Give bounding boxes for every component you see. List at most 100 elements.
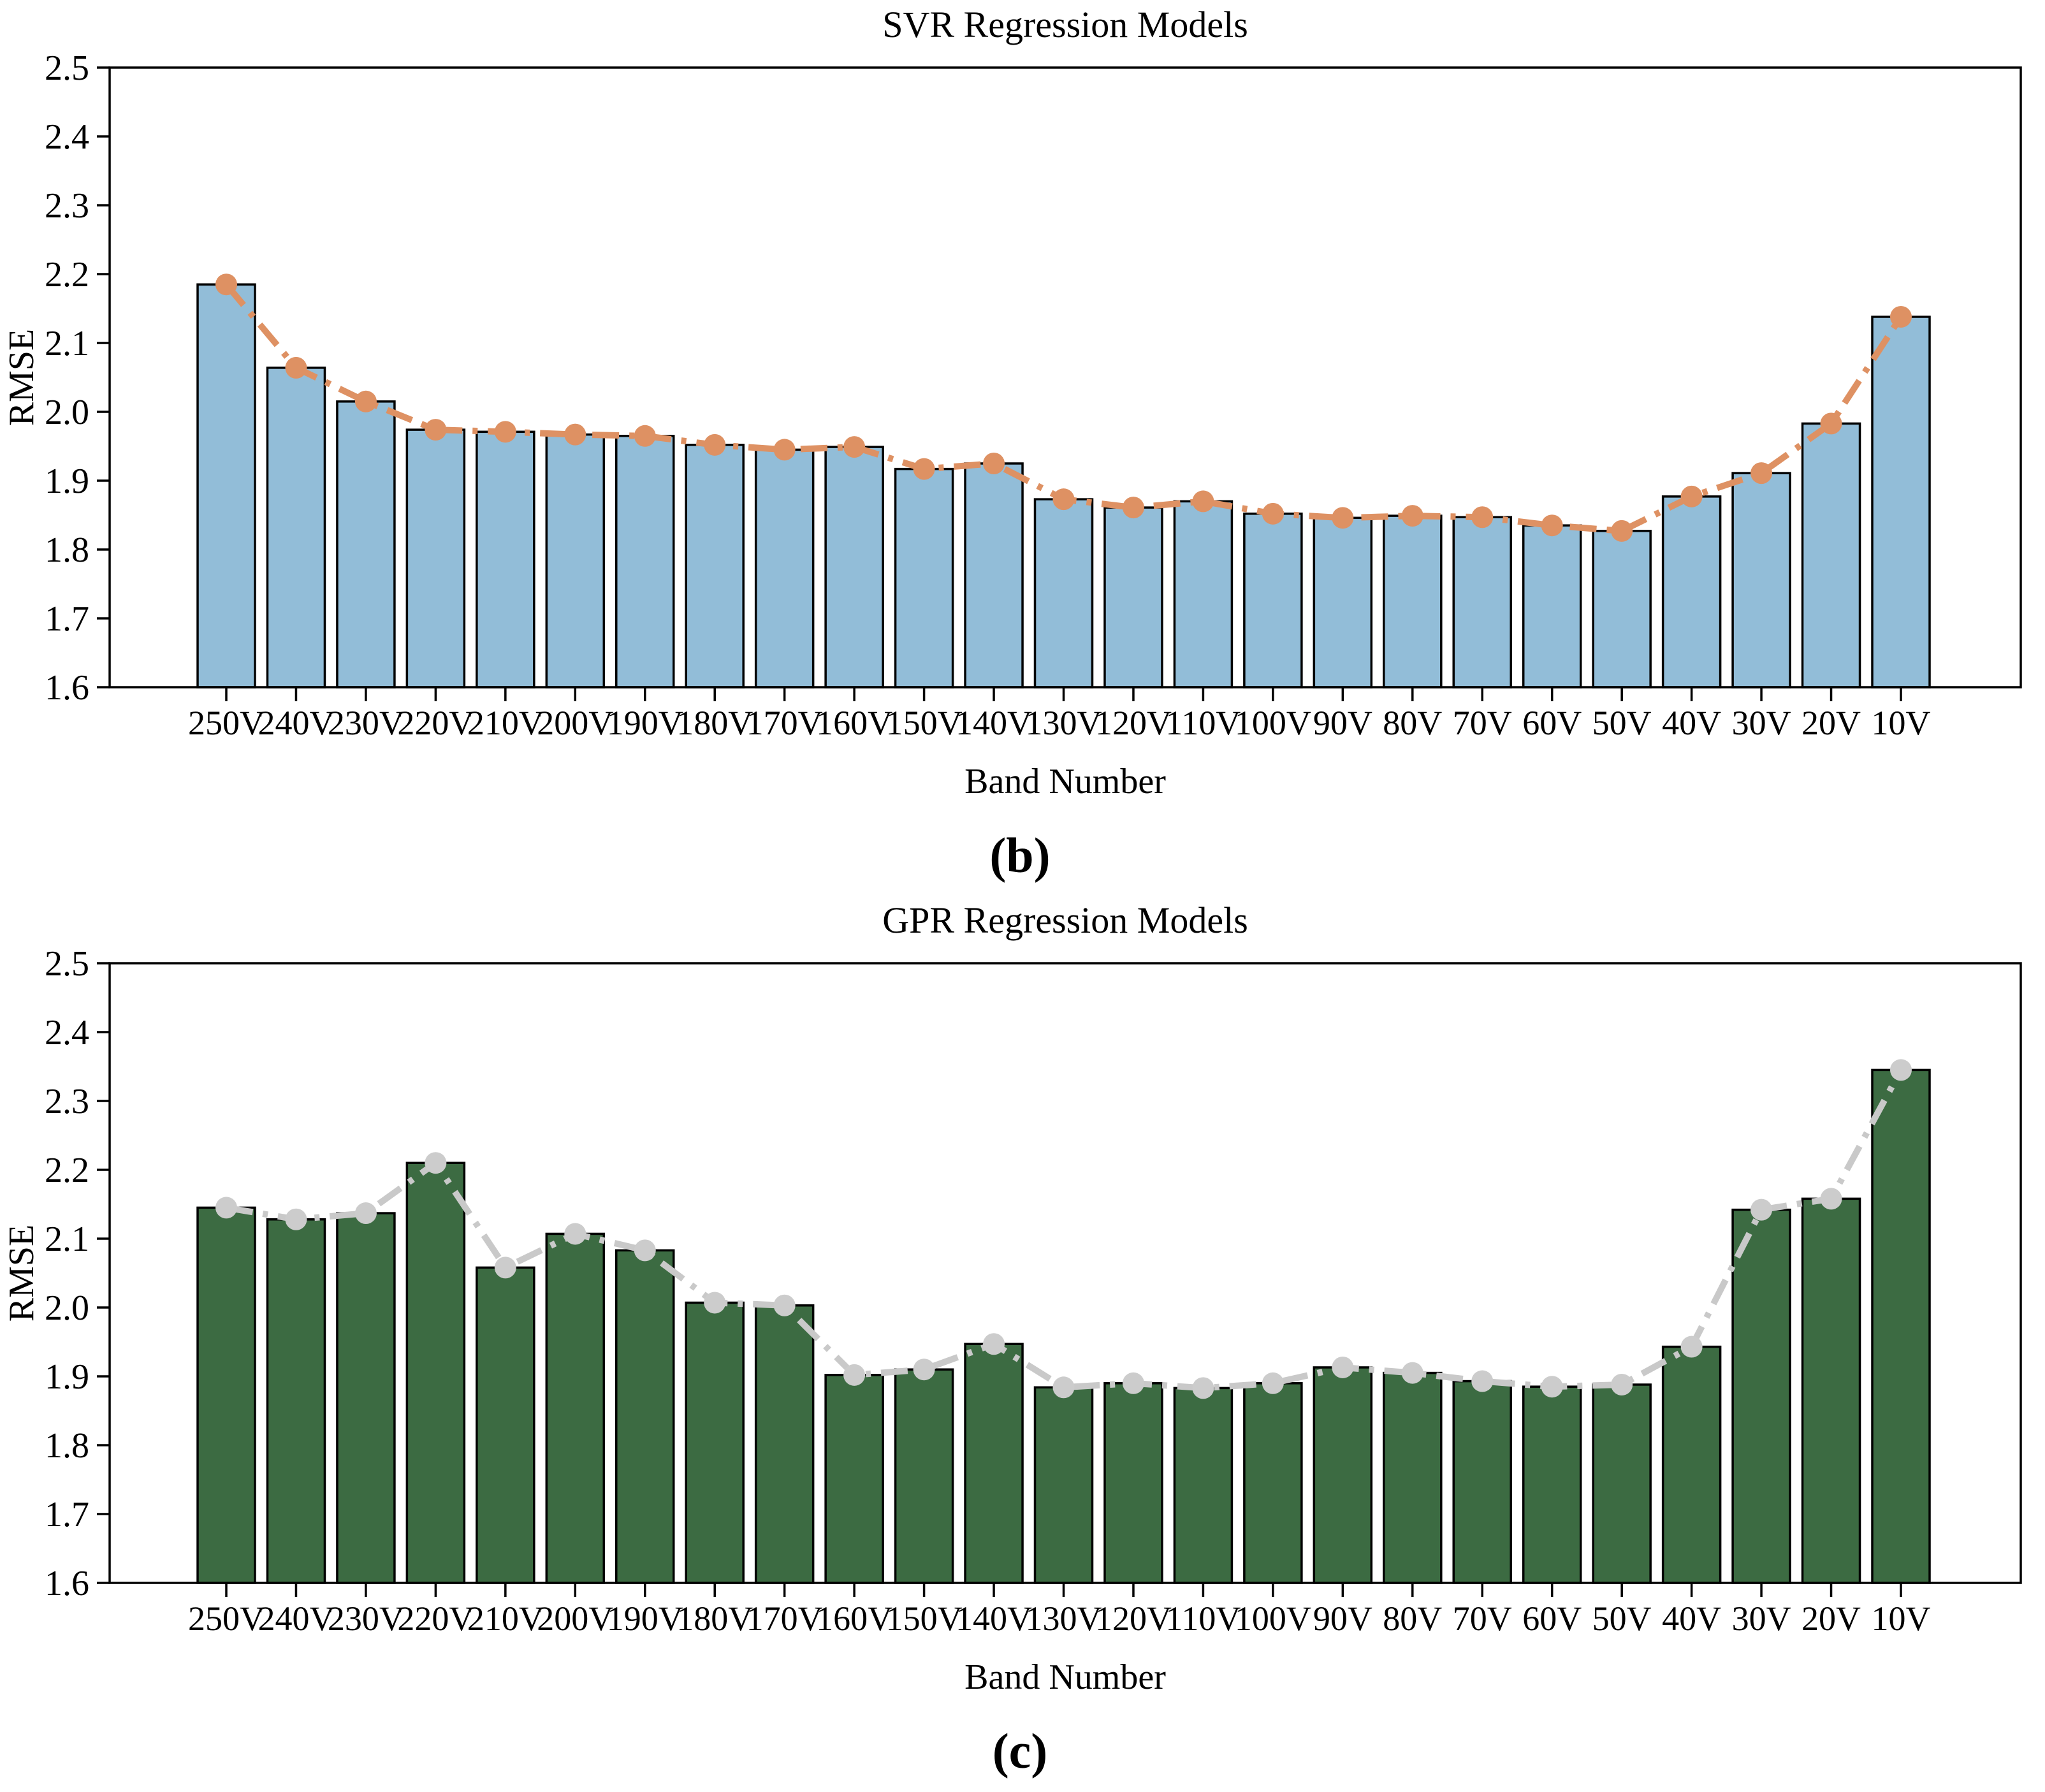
gpr-xtick-label-130V: 130V — [1026, 1599, 1102, 1638]
gpr-xtick-label-40V: 40V — [1662, 1599, 1721, 1638]
gpr-xtick-label-10V: 10V — [1872, 1599, 1931, 1638]
gpr-xtick-label-180V: 180V — [676, 1599, 753, 1638]
svr-xtick-label-50V: 50V — [1592, 704, 1652, 742]
svr-xtick-label-120V: 120V — [1095, 704, 1172, 742]
gpr-marker-50V — [1611, 1373, 1633, 1395]
svr-marker-80V — [1401, 505, 1423, 527]
gpr-xtick-label-20V: 20V — [1801, 1599, 1861, 1638]
svr-marker-250V — [215, 273, 237, 296]
svr-marker-20V — [1820, 412, 1842, 435]
gpr-xtick-label-220V: 220V — [397, 1599, 474, 1638]
gpr-marker-130V — [1052, 1376, 1075, 1399]
gpr-ytick-label-1.7: 1.7 — [45, 1495, 89, 1534]
svr-marker-230V — [354, 390, 377, 412]
gpr-xtick-label-80V: 80V — [1383, 1599, 1442, 1638]
gpr-bar-40V — [1661, 1345, 1722, 1584]
svr-xtick-label-210V: 210V — [467, 704, 544, 742]
gpr-marker-80V — [1401, 1362, 1423, 1384]
gpr-marker-90V — [1332, 1356, 1354, 1378]
gpr-marker-20V — [1820, 1188, 1842, 1210]
svr-bar-130V — [1033, 498, 1094, 688]
gpr-xtick-label-50V: 50V — [1592, 1599, 1652, 1638]
gpr-ytick-label-2.5: 2.5 — [45, 944, 89, 984]
gpr-bar-190V — [615, 1249, 675, 1584]
gpr-bar-120V — [1103, 1382, 1163, 1584]
svr-bar-160V — [824, 446, 884, 688]
svr-xtick-label-10V: 10V — [1872, 704, 1931, 742]
svr-bar-120V — [1103, 506, 1163, 688]
gpr-chart-figure: GPR Regression Models 1.6 1.7 1.8 1.9 2.0 2.1 2… — [0, 896, 2045, 1792]
gpr-xlabel: Band Number — [964, 1657, 1166, 1697]
svr-marker-190V — [634, 425, 656, 447]
svr-xtick-label-250V: 250V — [188, 704, 265, 742]
gpr-marker-70V — [1471, 1370, 1494, 1392]
gpr-xtick-label-190V: 190V — [607, 1599, 683, 1638]
gpr-bar-220V — [405, 1162, 466, 1584]
svr-marker-140V — [983, 453, 1005, 474]
svr-ytick-label-1.7: 1.7 — [45, 599, 89, 639]
svr-chart-figure: SVR Regression Models 1.6 1.7 1.8 1.9 2.0 2.1 2… — [2, 4, 2022, 883]
svr-bar-220V — [405, 428, 466, 688]
gpr-ytick-label-1.6: 1.6 — [45, 1564, 89, 1603]
svr-xtick-label-200V: 200V — [537, 704, 613, 742]
svr-xtick-label-150V: 150V — [886, 704, 963, 742]
svr-marker-60V — [1541, 514, 1563, 537]
gpr-bar-130V — [1033, 1386, 1094, 1584]
gpr-bar-180V — [685, 1301, 745, 1584]
gpr-xtick-label-250V: 250V — [188, 1599, 265, 1638]
gpr-xtick-label-120V: 120V — [1095, 1599, 1172, 1638]
svr-xtick-label-100V: 100V — [1235, 704, 1311, 742]
svr-bar-10V — [1871, 316, 1931, 688]
svr-caption: (b) — [989, 827, 1050, 883]
gpr-bar-150V — [894, 1368, 954, 1584]
svr-xtick-label-30V: 30V — [1732, 704, 1791, 742]
svr-xtick-label-130V: 130V — [1026, 704, 1102, 742]
svr-bar-90V — [1313, 516, 1373, 688]
gpr-bar-70V — [1452, 1380, 1512, 1584]
svr-marker-100V — [1262, 502, 1284, 525]
gpr-marker-210V — [494, 1257, 516, 1279]
gpr-xtick-label-200V: 200V — [537, 1599, 613, 1638]
gpr-ytick-label-2.0: 2.0 — [45, 1288, 89, 1328]
svr-xtick-label-110V: 110V — [1165, 704, 1241, 742]
gpr-caption: (c) — [993, 1723, 1048, 1779]
gpr-ylabel: RMSE — [2, 1225, 41, 1322]
svr-bar-50V — [1592, 530, 1652, 688]
gpr-marker-150V — [913, 1359, 935, 1381]
gpr-ytick-label-2.4: 2.4 — [45, 1013, 89, 1053]
svr-xtick-label-220V: 220V — [397, 704, 474, 742]
svr-marker-180V — [704, 433, 726, 456]
svr-bar-110V — [1173, 500, 1234, 688]
svr-bar-60V — [1522, 524, 1582, 688]
gpr-marker-160V — [843, 1364, 866, 1386]
gpr-xtick-label-210V: 210V — [467, 1599, 544, 1638]
svr-chart-canvas: SVR Regression Models 1.6 1.7 1.8 1.9 2.0 2.1 2… — [2, 4, 2022, 883]
svr-xtick-label-190V: 190V — [607, 704, 683, 742]
svr-bar-20V — [1801, 422, 1861, 688]
gpr-marker-190V — [634, 1239, 656, 1262]
gpr-bar-80V — [1383, 1371, 1443, 1584]
gpr-xtick-label-160V: 160V — [816, 1599, 892, 1638]
svr-bar-40V — [1661, 495, 1722, 688]
svr-xtick-label-70V: 70V — [1453, 704, 1512, 742]
svr-marker-130V — [1052, 488, 1075, 511]
svr-xtick-label-40V: 40V — [1662, 704, 1721, 742]
svr-bar-240V — [266, 367, 326, 688]
svr-bar-80V — [1383, 514, 1443, 688]
gpr-bar-110V — [1173, 1387, 1234, 1584]
gpr-marker-40V — [1680, 1336, 1703, 1358]
gpr-marker-230V — [354, 1202, 377, 1225]
svr-bar-180V — [685, 444, 745, 688]
gpr-bar-140V — [964, 1343, 1024, 1584]
svr-bar-230V — [336, 400, 396, 688]
gpr-bar-250V — [196, 1206, 256, 1584]
gpr-xtick-label-230V: 230V — [328, 1599, 404, 1638]
svr-ylabel: RMSE — [2, 329, 41, 426]
gpr-ytick-label-2.3: 2.3 — [45, 1082, 89, 1121]
gpr-chart-canvas: GPR Regression Models 1.6 1.7 1.8 1.9 2.0 2.1 2… — [2, 900, 2022, 1779]
gpr-bar-170V — [754, 1304, 815, 1584]
svr-xtick-label-140V: 140V — [956, 704, 1032, 742]
svr-ytick-label-2.4: 2.4 — [45, 117, 89, 157]
gpr-x-axis: 250V240V230V220V210V200V190V180V170V160V… — [188, 1583, 1931, 1638]
gpr-markers — [215, 1059, 1912, 1399]
